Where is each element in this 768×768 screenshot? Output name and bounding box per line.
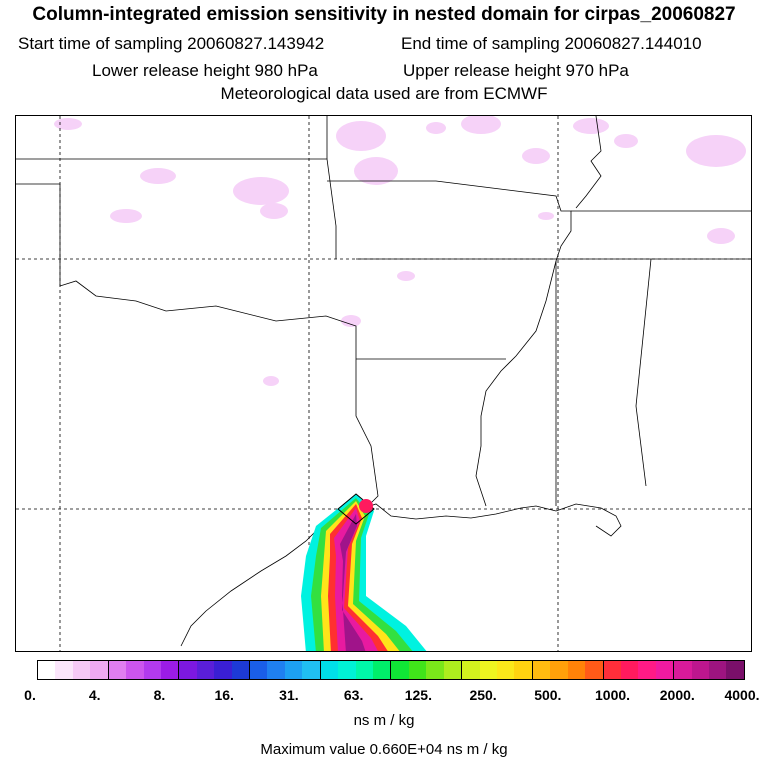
colorbar-segment	[143, 661, 161, 679]
sensitivity-patch	[614, 134, 638, 148]
colorbar-segment	[231, 661, 250, 679]
colorbar-tick-label: 16.	[214, 687, 234, 703]
colorbar-segment	[338, 661, 356, 679]
colorbar-segment	[390, 661, 409, 679]
colorbar-segment	[284, 661, 303, 679]
meteo-source: Meteorological data used are from ECMWF	[220, 84, 548, 103]
colorbar-segment	[72, 661, 91, 679]
sensitivity-patch	[426, 122, 446, 134]
plume-core	[340, 514, 366, 651]
colorbar-segment	[319, 661, 339, 679]
colorbar-segment	[691, 661, 710, 679]
colorbar-segment	[673, 661, 692, 679]
release-upper: Upper release height 970 hPa	[403, 61, 629, 80]
colorbar-segment	[620, 661, 639, 679]
colorbar	[37, 660, 745, 680]
colorbar-segment	[373, 661, 391, 679]
sensitivity-patch	[686, 135, 746, 167]
release-hotspot	[359, 499, 373, 513]
colorbar-segment	[585, 661, 603, 679]
sensitivity-patch	[538, 212, 554, 220]
colorbar-tick-label: 125.	[404, 687, 432, 703]
colorbar-segment	[302, 661, 320, 679]
colorbar-segment	[655, 661, 674, 679]
colorbar-segment	[408, 661, 427, 679]
colorbar-tick-label: 2000.	[659, 687, 695, 703]
sensitivity-patch	[522, 148, 550, 164]
colorbar-segment	[178, 661, 197, 679]
sensitivity-patch	[354, 157, 398, 185]
sensitivity-patches	[54, 116, 746, 386]
colorbar-segment	[567, 661, 586, 679]
colorbar-tick-label: 31.	[279, 687, 299, 703]
sensitivity-patch	[140, 168, 176, 184]
colorbar-segment	[443, 661, 462, 679]
colorbar-segment	[426, 661, 444, 679]
sensitivity-patch	[341, 315, 361, 327]
colorbar-tick-label: 0.	[24, 687, 36, 703]
colorbar-unit: ns m / kg	[353, 712, 415, 729]
graticule	[16, 116, 751, 651]
colorbar-segment	[726, 661, 744, 679]
max-value: Maximum value 0.660E+04 ns m / kg	[260, 741, 508, 758]
state-border	[16, 158, 337, 259]
colorbar-segment	[479, 661, 497, 679]
colorbar-segment	[126, 661, 144, 679]
colorbar-tick-label: 1000.	[595, 687, 631, 703]
colorbar-tick-label: 4000.	[724, 687, 760, 703]
colorbar-segment	[249, 661, 268, 679]
colorbar-tick-label: 250.	[469, 687, 497, 703]
sensitivity-patch	[263, 376, 279, 386]
colorbar-segment	[214, 661, 232, 679]
colorbar-tick-label: 8.	[153, 687, 166, 703]
colorbar-segment	[550, 661, 568, 679]
sensitivity-patch	[573, 118, 609, 134]
colorbar-segment	[267, 661, 285, 679]
colorbar-segment	[602, 661, 621, 679]
colorbar-segment	[355, 661, 374, 679]
colorbar-segment	[160, 661, 179, 679]
colorbar-segment	[531, 661, 551, 679]
map-panel	[15, 115, 752, 652]
boundaries	[16, 116, 751, 647]
colorbar-tick-label: 4.	[88, 687, 101, 703]
colorbar-segment	[38, 661, 56, 679]
colorbar-segment	[107, 661, 127, 679]
sensitivity-patch	[707, 228, 735, 244]
colorbar-segment	[55, 661, 73, 679]
sensitivity-patch	[461, 116, 501, 134]
colorbar-segment	[90, 661, 108, 679]
sensitivity-patch	[336, 121, 386, 151]
colorbar-segment	[638, 661, 656, 679]
sensitivity-patch	[54, 118, 82, 130]
coastline	[180, 503, 622, 647]
colorbar-segment	[514, 661, 532, 679]
sensitivity-patch	[110, 209, 142, 223]
sampling-end: End time of sampling 20060827.144010	[401, 34, 702, 53]
sensitivity-patch	[397, 271, 415, 281]
state-border	[575, 116, 602, 209]
sensitivity-patch	[260, 203, 288, 219]
colorbar-segment	[461, 661, 480, 679]
colorbar-segment	[496, 661, 515, 679]
colorbar-tick-label: 63.	[343, 687, 364, 703]
state-border	[16, 183, 379, 507]
emission-plume	[301, 493, 427, 651]
colorbar-segment	[196, 661, 215, 679]
sampling-start: Start time of sampling 20060827.143942	[18, 34, 325, 53]
colorbar-tick-label: 500.	[534, 687, 562, 703]
sensitivity-patch	[233, 177, 289, 205]
map-title: Column-integrated emission sensitivity i…	[32, 4, 736, 25]
state-border	[327, 180, 572, 507]
colorbar-segment	[709, 661, 727, 679]
state-border	[635, 258, 652, 487]
release-lower: Lower release height 980 hPa	[92, 61, 318, 80]
